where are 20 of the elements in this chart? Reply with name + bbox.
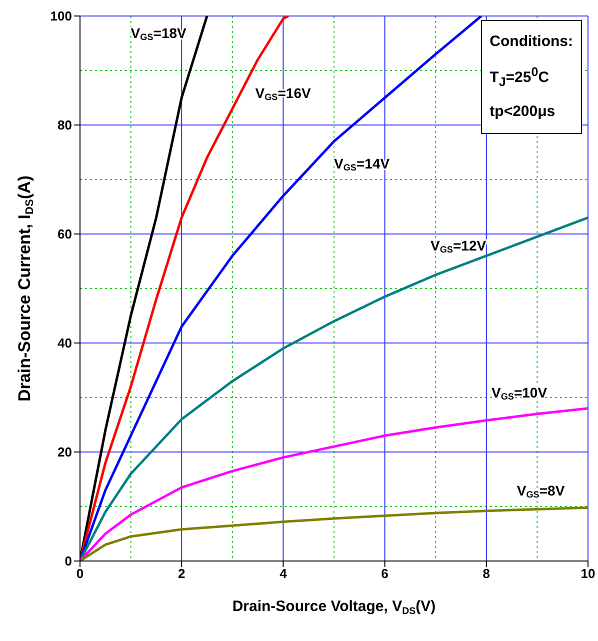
x-tick-label: 8: [482, 566, 490, 582]
annotation: Conditions:: [490, 32, 573, 52]
series-label: V$_{GS}$=10V: [491, 384, 548, 402]
annotation: tp<200μs: [490, 102, 556, 122]
y-tick-label: 0: [64, 554, 72, 569]
y-tick-label: 40: [58, 336, 72, 351]
x-tick-label: 10: [580, 566, 596, 582]
x-tick-label: 2: [178, 566, 186, 582]
y-tick-label: 20: [58, 444, 72, 460]
x-axis-title: Drain-Source Voltage, V$_{DS}$(V): [232, 598, 436, 616]
series-label: V$_{GS}$=8V: [516, 482, 566, 500]
conditions-box: Conditions: T$_{J}$=25$^{0}$C tp<200μs: [480, 20, 582, 134]
y-tick-label: 60: [58, 226, 72, 242]
y-tick-label: 100: [50, 8, 72, 24]
x-tick-label: 6: [381, 566, 388, 582]
series-label: V$_{GS}$=12V: [430, 237, 487, 255]
annotation: T$_{J}$=25$^{0}$C: [490, 64, 550, 91]
x-tick-label: 0: [76, 566, 84, 582]
y-tick-label: 80: [58, 118, 72, 133]
x-tick-label: 4: [280, 566, 288, 582]
